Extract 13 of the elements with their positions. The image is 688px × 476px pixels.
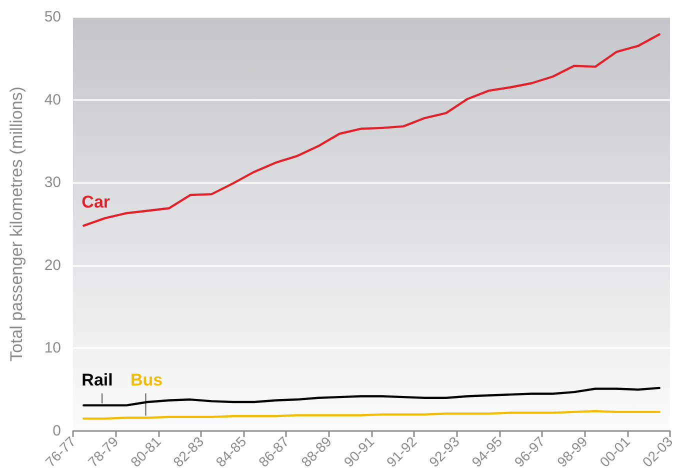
y-tick-label: 10 (44, 340, 61, 357)
y-tick-label: 30 (44, 174, 61, 192)
series-label: Bus (130, 370, 163, 390)
line-series (82, 410, 660, 420)
y-tick-label: 0 (52, 422, 61, 440)
y-axis-title: Total passenger kilometres (millions) (7, 86, 26, 362)
y-tick-label: 50 (44, 8, 61, 26)
y-tick-label: 20 (44, 256, 61, 274)
series-label: Car (82, 192, 110, 212)
line-series (82, 386, 660, 406)
series-label: Rail (82, 370, 113, 390)
line-series (82, 33, 660, 227)
y-tick-label: 40 (44, 91, 61, 108)
